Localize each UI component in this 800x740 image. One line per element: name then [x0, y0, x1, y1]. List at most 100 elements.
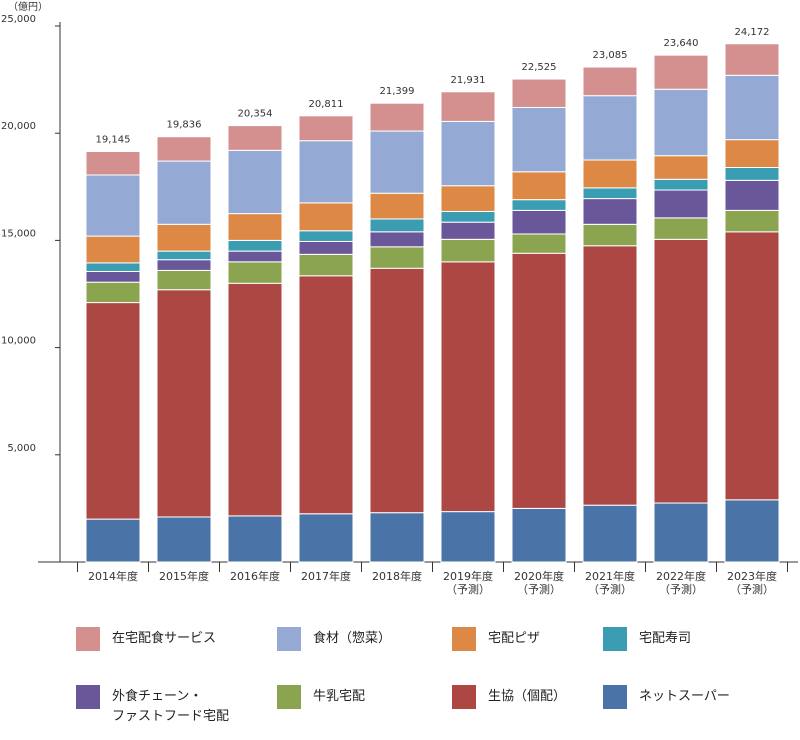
- legend-item: 牛乳宅配: [277, 685, 365, 709]
- bar-segment: [582, 187, 638, 200]
- bar-segment: [440, 511, 496, 563]
- bar-segment: [298, 140, 354, 204]
- bar-segment: [227, 149, 283, 215]
- x-tick-label: 2017年度: [301, 569, 351, 583]
- x-tick-label: 2014年度: [88, 569, 138, 583]
- bar-segment: [440, 185, 496, 212]
- bar-segment: [298, 253, 354, 277]
- legend-swatch: [603, 627, 627, 651]
- bar-segment: [724, 179, 780, 211]
- total-label: 19,145: [96, 135, 131, 146]
- legend-item: 在宅配食サービス: [76, 627, 216, 651]
- total-label: 22,525: [522, 62, 557, 73]
- bar-segment: [511, 106, 567, 173]
- bar-segment: [156, 289, 212, 518]
- y-axis: 5,000 10,000 15,000 20,000 25,000: [1, 14, 61, 562]
- x-tick-label: 2021年度: [585, 569, 635, 583]
- bar-segment: [85, 518, 141, 563]
- bar-segment: [369, 231, 425, 248]
- legend-swatch: [76, 685, 100, 709]
- bar-segment: [511, 199, 567, 211]
- bar-segment: [582, 245, 638, 506]
- bar-segment: [85, 281, 141, 304]
- bar-segment: [298, 230, 354, 242]
- legend-item: 生協（個配）: [452, 685, 566, 709]
- x-tick-label: （予測）: [588, 582, 632, 596]
- bar-segment: [85, 235, 141, 264]
- bars: [85, 43, 780, 563]
- bar-segment: [511, 507, 567, 563]
- bar-segment: [298, 275, 354, 515]
- bar-segment: [85, 174, 141, 237]
- legend-label: 生協（個配）: [488, 689, 567, 704]
- stacked-bar-chart: （億円） 5,000 10,000 15,000 20,000 25,000 2014年…: [1, 0, 798, 596]
- bar-segment: [369, 512, 425, 563]
- legend-swatch: [452, 685, 476, 709]
- y-tick-label: 5,000: [7, 443, 36, 454]
- legend-swatch: [277, 685, 301, 709]
- bar-segment: [440, 261, 496, 513]
- x-tick-label: 2023年度: [727, 569, 777, 583]
- x-tick-label: 2019年度: [443, 569, 493, 583]
- bar-segment: [85, 302, 141, 520]
- bar-segment: [298, 202, 354, 232]
- total-label: 19,836: [167, 120, 202, 131]
- bar-segment: [653, 178, 709, 191]
- bar-segment: [511, 233, 567, 254]
- bar-segment: [227, 515, 283, 563]
- bar-segment: [582, 198, 638, 225]
- bar-segment: [724, 43, 780, 76]
- bar-segment: [156, 250, 212, 261]
- legend-label: ネットスーパー: [639, 689, 730, 704]
- y-tick-label: 10,000: [1, 336, 36, 347]
- x-tick-label: （予測）: [446, 582, 490, 596]
- x-tick-label: 2015年度: [159, 569, 209, 583]
- bar-segment: [227, 125, 283, 151]
- bar-segment: [440, 238, 496, 263]
- bar-segment: [369, 246, 425, 269]
- x-tick-label: 2018年度: [372, 569, 422, 583]
- bar-segment: [511, 171, 567, 201]
- legend-swatch: [603, 685, 627, 709]
- legend-label: 宅配ピザ: [488, 631, 541, 646]
- bar-segment: [653, 88, 709, 157]
- bar-segment: [85, 151, 141, 176]
- bar-segment: [653, 217, 709, 240]
- bar-segment: [369, 192, 425, 220]
- bar-segment: [582, 504, 638, 563]
- bar-segment: [227, 250, 283, 263]
- bar-segment: [653, 189, 709, 219]
- bar-segment: [653, 502, 709, 563]
- x-tick-label: （予測）: [517, 582, 561, 596]
- bar-segment: [369, 218, 425, 233]
- bar-segment: [511, 78, 567, 108]
- x-tick-label: 2016年度: [230, 569, 280, 583]
- bar-segment: [511, 209, 567, 235]
- bar-segment: [582, 159, 638, 189]
- legend-swatch: [277, 627, 301, 651]
- bar-segment: [724, 139, 780, 169]
- bar-segment: [369, 267, 425, 514]
- total-label: 20,811: [309, 99, 344, 110]
- total-label: 23,640: [664, 38, 699, 49]
- bar-segment: [724, 167, 780, 181]
- bar-segment: [440, 91, 496, 122]
- bar-segment: [653, 54, 709, 90]
- bar-segment: [156, 269, 212, 291]
- bar-segment: [653, 238, 709, 504]
- y-tick-label: 20,000: [1, 121, 36, 132]
- bar-segment: [724, 74, 780, 141]
- bar-segment: [156, 160, 212, 225]
- bar-segment: [440, 120, 496, 187]
- y-axis-unit-label: （億円）: [8, 0, 48, 13]
- bar-segment: [440, 221, 496, 240]
- legend-item: 宅配寿司: [603, 627, 691, 651]
- bar-segment: [156, 516, 212, 563]
- legend-label: 牛乳宅配: [313, 689, 366, 704]
- legend-label: 在宅配食サービス: [112, 631, 217, 646]
- legend-swatch: [452, 627, 476, 651]
- bar-segment: [85, 262, 141, 272]
- total-label: 21,931: [451, 75, 486, 86]
- total-label: 20,354: [238, 109, 273, 120]
- bar-segment: [440, 210, 496, 223]
